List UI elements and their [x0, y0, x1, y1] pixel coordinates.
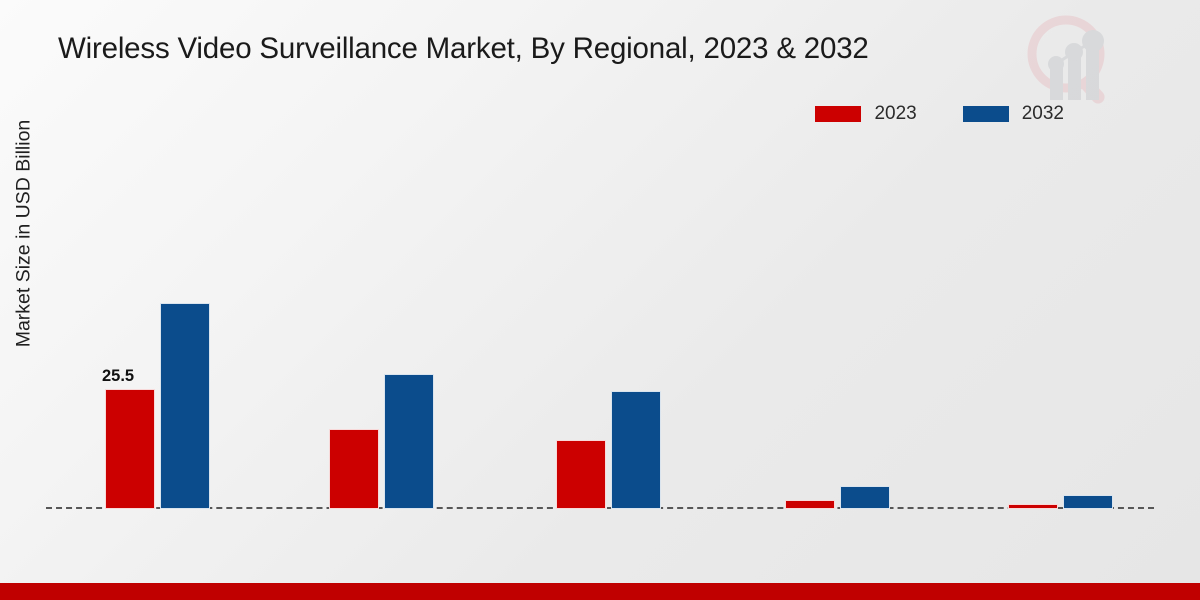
bar-2023[interactable]: [556, 440, 606, 509]
legend-swatch-2032: [962, 106, 1009, 122]
legend-item-2032[interactable]: 2032: [962, 103, 1064, 125]
chart-legend: 2023 2032: [815, 103, 1064, 125]
bar-2032[interactable]: [1063, 495, 1113, 509]
bar-2023[interactable]: [1008, 504, 1058, 509]
bar-2032[interactable]: [840, 486, 890, 509]
bar-value-label: 25.5: [102, 367, 135, 385]
bar-2023[interactable]: [329, 429, 379, 509]
legend-item-2023[interactable]: 2023: [815, 103, 917, 125]
bar-2023[interactable]: [785, 500, 835, 509]
bar-2032[interactable]: [384, 374, 434, 509]
footer-accent-bar: [0, 583, 1200, 600]
bar-group-north-america: 25.5: [102, 150, 210, 509]
bar-group-south-america: [785, 150, 890, 509]
legend-swatch-2023: [815, 106, 862, 122]
legend-label-2023: 2023: [874, 103, 917, 124]
chart-title: Wireless Video Surveillance Market, By R…: [58, 32, 869, 65]
bar-group-mea: [1008, 150, 1113, 509]
bar-2032[interactable]: [160, 303, 210, 509]
y-axis-title: Market Size in USD Billion: [12, 119, 35, 348]
plot-area: 25.5 NORTH AMERICA EUROPE APAC: [46, 150, 1154, 509]
bar-2023[interactable]: 25.5: [102, 367, 155, 509]
bar-group-europe: [329, 150, 434, 509]
legend-label-2032: 2032: [1021, 103, 1064, 124]
watermark-logo-icon: [1012, 6, 1128, 110]
bar-group-apac: [556, 150, 661, 509]
bar-2032[interactable]: [611, 391, 661, 509]
